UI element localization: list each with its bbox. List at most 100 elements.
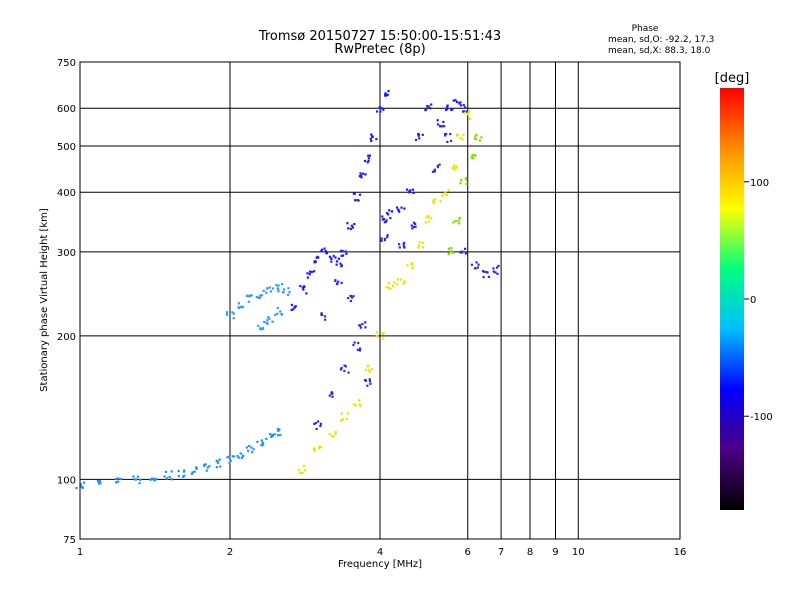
- data-point: [402, 282, 405, 285]
- data-point: [421, 241, 424, 245]
- data-point: [453, 164, 456, 167]
- data-point: [465, 182, 468, 186]
- data-point: [396, 278, 399, 281]
- data-point: [325, 251, 328, 255]
- data-point: [344, 250, 347, 253]
- data-point: [251, 451, 254, 454]
- x-tick-label: 16: [674, 547, 687, 558]
- data-point: [425, 216, 428, 219]
- data-point: [463, 106, 467, 109]
- data-point: [461, 138, 464, 141]
- data-point: [371, 368, 374, 371]
- data-point: [358, 175, 361, 178]
- data-point: [466, 113, 469, 116]
- data-point: [274, 313, 277, 316]
- data-point: [343, 369, 346, 373]
- data-point: [226, 456, 229, 459]
- data-point: [447, 189, 450, 192]
- data-point: [308, 273, 311, 276]
- data-point: [310, 270, 313, 274]
- data-point: [339, 368, 343, 371]
- data-point: [417, 246, 420, 249]
- data-point: [247, 449, 250, 452]
- data-point: [359, 174, 363, 177]
- data-point: [368, 378, 371, 381]
- data-point: [265, 437, 268, 440]
- data-point: [225, 311, 229, 314]
- data-point: [139, 478, 142, 481]
- data-point: [344, 365, 347, 368]
- data-point: [456, 134, 459, 137]
- data-point: [390, 210, 394, 213]
- data-point: [457, 222, 461, 225]
- data-point: [482, 276, 485, 279]
- data-point: [247, 444, 251, 448]
- data-point: [260, 439, 263, 442]
- data-point: [356, 199, 359, 202]
- data-point: [240, 306, 244, 309]
- data-point: [418, 137, 421, 140]
- data-point: [331, 395, 334, 398]
- data-point: [305, 292, 308, 295]
- data-point: [236, 454, 239, 458]
- data-point: [454, 219, 457, 223]
- data-point: [366, 384, 369, 387]
- data-point: [334, 256, 337, 259]
- x-minor-tick-label: 9: [552, 547, 558, 558]
- data-point: [380, 239, 383, 242]
- y-tick-label: 100: [57, 475, 76, 486]
- data-point: [386, 236, 389, 239]
- data-point: [402, 245, 406, 248]
- data-point: [303, 469, 307, 472]
- data-point: [190, 472, 194, 476]
- data-point: [428, 220, 431, 223]
- data-point: [461, 250, 464, 253]
- x-tick-label: 1: [77, 547, 83, 558]
- data-point: [382, 337, 385, 340]
- data-point: [439, 200, 442, 203]
- data-point: [228, 313, 231, 316]
- data-point: [170, 470, 173, 473]
- data-point: [276, 427, 280, 431]
- data-point: [208, 465, 211, 468]
- data-point: [323, 315, 327, 318]
- data-point: [133, 478, 136, 481]
- data-point: [261, 326, 264, 330]
- data-point: [411, 188, 415, 191]
- data-point: [247, 300, 251, 303]
- data-point: [155, 478, 158, 481]
- data-point: [385, 285, 388, 289]
- data-point: [387, 213, 390, 216]
- data-point: [384, 92, 387, 95]
- data-point: [463, 247, 467, 250]
- data-point: [414, 222, 417, 225]
- data-point: [478, 139, 482, 142]
- data-point: [215, 459, 218, 462]
- data-point: [421, 133, 424, 136]
- data-point: [335, 260, 339, 263]
- data-point: [375, 331, 379, 334]
- data-point: [360, 176, 363, 179]
- data-point: [436, 119, 439, 122]
- data-point: [328, 394, 331, 397]
- stats-x-mode: mean, sd,X: 88.3, 18.0: [608, 46, 711, 56]
- data-point: [318, 447, 321, 450]
- data-point: [442, 125, 446, 128]
- data-point: [350, 224, 354, 227]
- data-point: [323, 247, 326, 250]
- data-point: [303, 285, 306, 289]
- data-point: [340, 281, 343, 285]
- data-point: [383, 239, 386, 242]
- data-point: [335, 263, 338, 266]
- data-point: [492, 267, 495, 270]
- data-point: [231, 455, 234, 458]
- data-point: [473, 153, 476, 157]
- data-point: [313, 261, 316, 264]
- y-tick-label: 400: [57, 188, 76, 199]
- data-point: [412, 221, 416, 224]
- y-axis: 75 100 200 300 400 500 600 750: [57, 58, 76, 546]
- data-point: [99, 482, 102, 485]
- data-point: [339, 262, 342, 265]
- colorbar-tick-label: -100: [750, 412, 773, 423]
- data-point: [232, 317, 235, 320]
